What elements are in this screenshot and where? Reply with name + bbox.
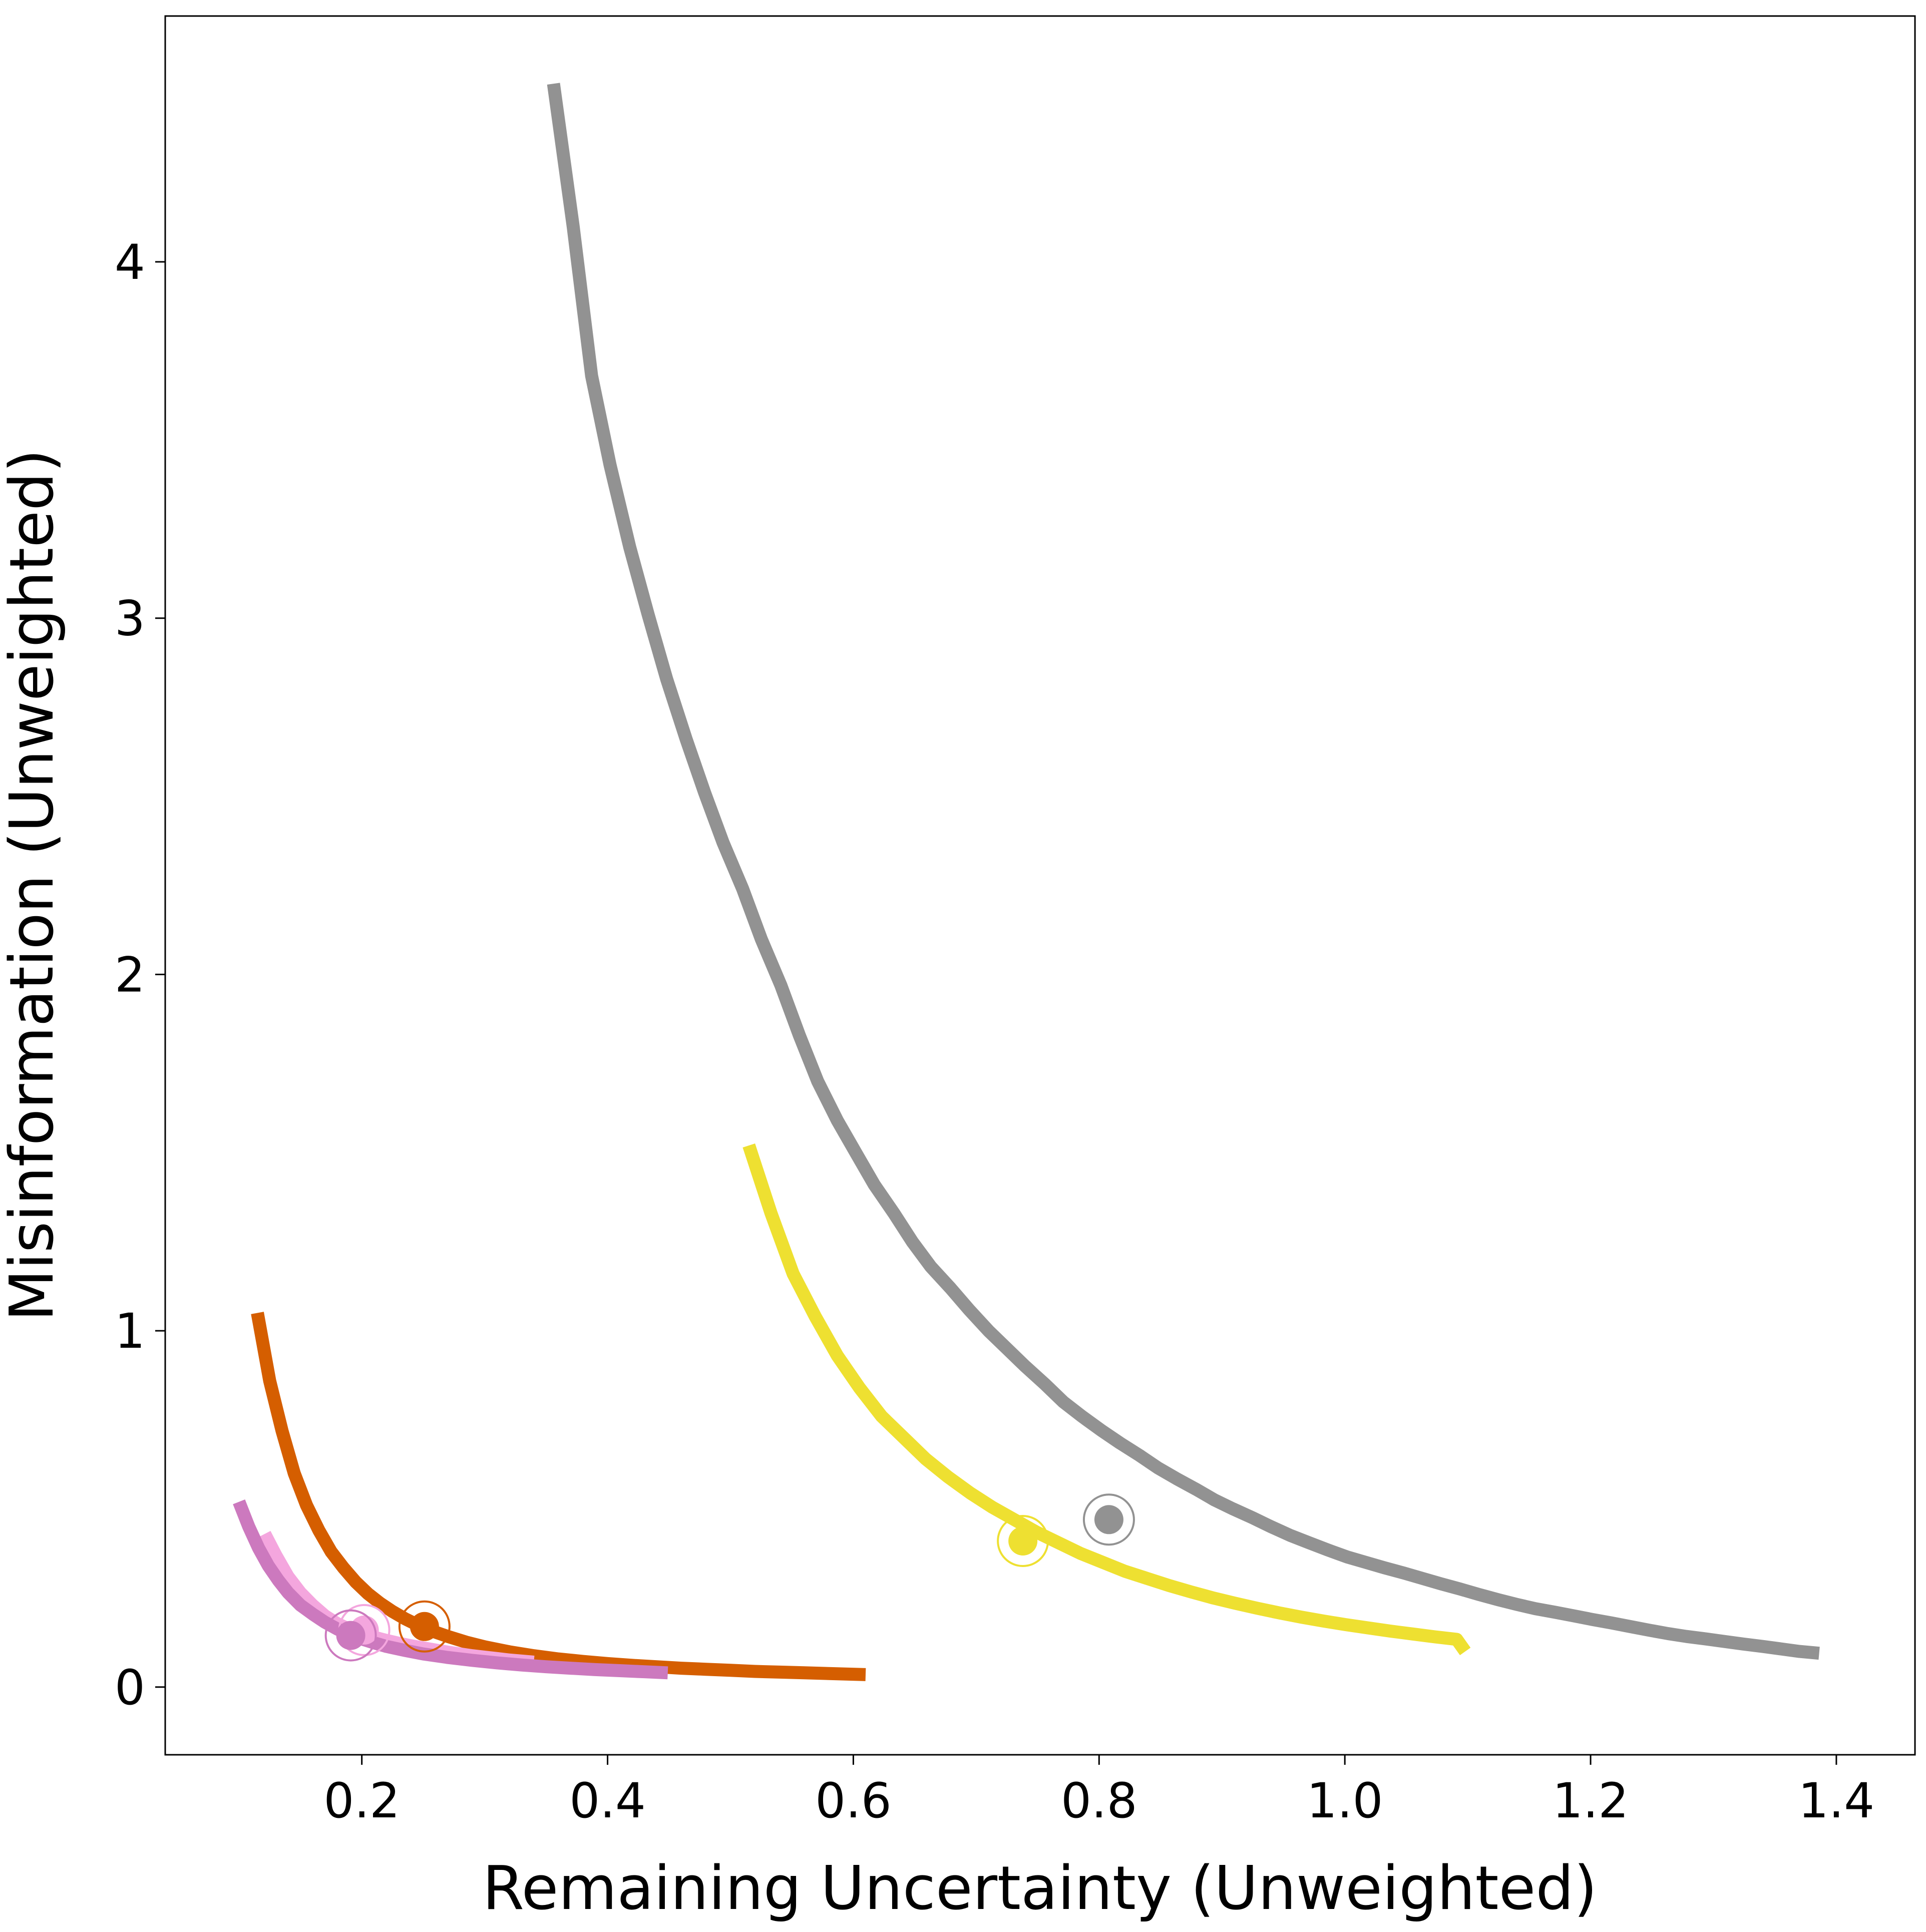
y-tick-label: 1 [115, 1303, 145, 1359]
series-marker-ring-5 [324, 1609, 377, 1662]
series-marker-1 [1094, 1505, 1123, 1534]
plot-area [164, 15, 1916, 1756]
x-axis-label: Remaining Uncertainty (Unweighted) [483, 1854, 1598, 1923]
y-axis: 0 1 2 3 4 [115, 234, 165, 1716]
x-tick-label: 1.2 [1553, 1773, 1629, 1829]
y-axis-label: Misinformation (Unweighted) [0, 449, 67, 1321]
plot-background [165, 16, 1915, 1755]
x-tick-label: 1.0 [1307, 1773, 1383, 1829]
x-tick-label: 0.4 [569, 1773, 646, 1829]
series-marker-5 [336, 1621, 365, 1650]
x-tick-label: 0.8 [1061, 1773, 1137, 1829]
series-line-5 [233, 1499, 668, 1680]
plot-frame [164, 15, 1916, 1756]
y-tick-label: 0 [115, 1660, 145, 1716]
series-marker-3 [410, 1612, 439, 1641]
series-marker-ring-2 [997, 1514, 1049, 1567]
series-line-3 [251, 1312, 866, 1681]
series-line-2 [742, 1143, 1471, 1656]
series-marker-2 [1008, 1526, 1038, 1556]
x-tick-label: 0.6 [815, 1773, 892, 1829]
series-line-1 [547, 83, 1820, 1660]
x-tick-label: 1.4 [1798, 1773, 1875, 1829]
y-tick-label: 4 [115, 234, 145, 290]
x-axis: 0.2 0.4 0.6 0.8 1.0 1.2 1.4 [323, 1755, 1874, 1829]
series-layer [233, 83, 1820, 1681]
y-tick-label: 2 [115, 947, 145, 1003]
series-marker-ring-1 [1082, 1493, 1135, 1546]
y-tick-label: 3 [115, 591, 145, 647]
series-marker-ring-3 [398, 1600, 451, 1653]
x-tick-label: 0.2 [323, 1773, 400, 1829]
